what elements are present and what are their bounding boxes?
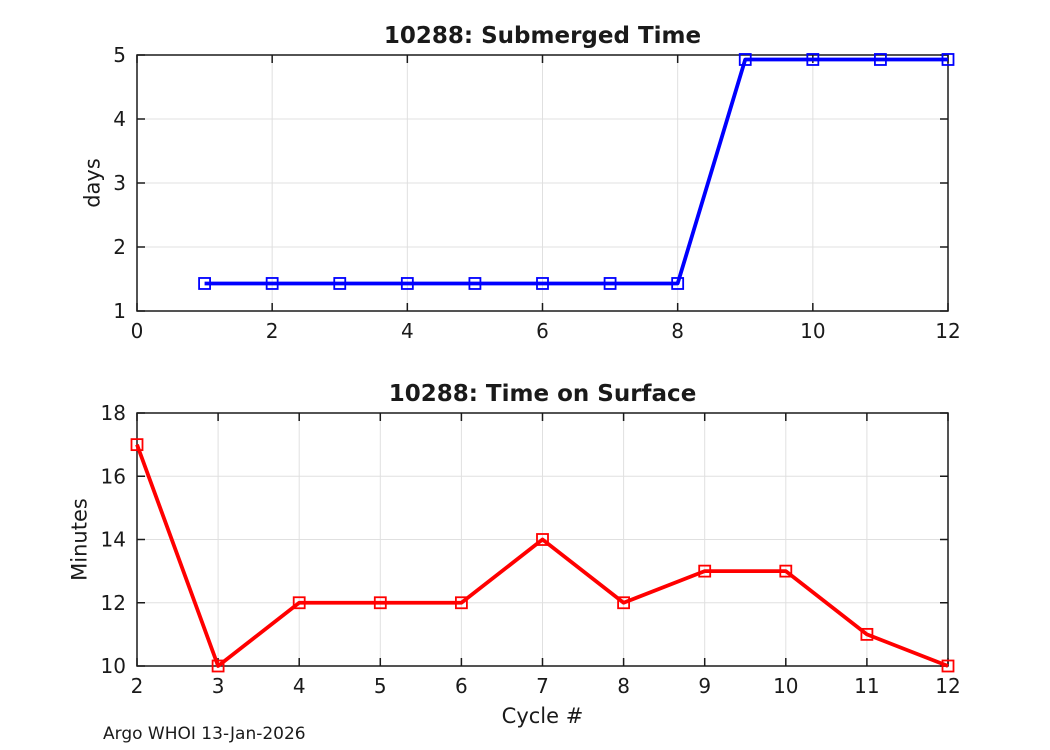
submerged-days-line <box>204 57 948 286</box>
y-tick-label: 18 <box>101 401 126 425</box>
surface-minutes-marker <box>779 564 793 578</box>
plot-title: 10288: Submerged Time <box>384 23 701 49</box>
y-tick-label: 4 <box>113 107 126 131</box>
y-tick-label: 16 <box>101 464 126 488</box>
x-tick-label: 4 <box>293 674 306 698</box>
submerged-days-marker <box>265 277 279 290</box>
x-axis-label: Cycle # <box>502 704 584 728</box>
submerged-days-marker <box>874 53 887 66</box>
y-tick-label: 1 <box>113 299 126 323</box>
surface-minutes-marker <box>860 627 874 641</box>
y-tick-label: 12 <box>101 591 126 615</box>
surface-minutes-marker <box>130 438 144 452</box>
x-tick-label: 9 <box>698 674 711 698</box>
plot-title: 10288: Time on Surface <box>389 381 697 407</box>
x-tick-label: 10 <box>800 319 825 343</box>
submerged-days-marker <box>400 277 414 290</box>
surface-minutes-marker <box>617 596 630 610</box>
time-on-surface-plot: 2 3 4 5 6 7 8 9 10 11 12 10 12 14 16 18 10288: Time on S… <box>68 381 961 728</box>
surface-minutes-marker <box>454 596 468 610</box>
x-tick-label: 7 <box>536 674 549 698</box>
x-tick-label: 3 <box>212 674 225 698</box>
y-tick-label: 3 <box>113 171 126 195</box>
x-tick-label: 8 <box>617 674 630 698</box>
x-tick-label: 10 <box>773 674 798 698</box>
x-tick-label: 4 <box>401 319 414 343</box>
x-tick-label: 6 <box>455 674 468 698</box>
y-tick-label: 14 <box>101 528 126 552</box>
x-tick-label: 12 <box>935 674 960 698</box>
surface-minutes-marker <box>941 659 955 673</box>
x-tick-label: 11 <box>854 674 879 698</box>
y-tick-label: 5 <box>113 43 126 67</box>
submerged-days-marker <box>198 277 211 290</box>
surface-minutes-marker <box>373 596 387 610</box>
x-tick-label: 2 <box>131 674 144 698</box>
surface-minutes-marker <box>211 659 225 673</box>
y-tick-label: 10 <box>101 654 126 678</box>
x-tick-label: 6 <box>536 319 549 343</box>
surface-minutes-marker <box>698 564 712 578</box>
submerged-days-marker <box>941 53 955 66</box>
x-tick-label: 5 <box>374 674 387 698</box>
y-axis-label: days <box>80 158 104 208</box>
surface-minutes-line <box>135 443 949 668</box>
x-tick-label: 8 <box>671 319 684 343</box>
submerged-days-marker <box>536 277 549 290</box>
submerged-days-marker <box>468 277 482 290</box>
annotation-text: Argo WHOI 13-Jan-2026 <box>103 724 306 744</box>
y-axis-label: Minutes <box>68 498 92 581</box>
y-tick-label: 2 <box>113 235 126 259</box>
x-tick-label: 0 <box>131 319 144 343</box>
submerged-days-marker <box>806 53 820 66</box>
submerged-days-marker <box>671 277 685 290</box>
submerged-days-marker <box>603 277 617 290</box>
submerged-days-marker <box>333 277 347 290</box>
x-tick-label: 2 <box>266 319 279 343</box>
submerged-days-marker <box>738 53 752 66</box>
surface-minutes-marker <box>292 596 306 610</box>
surface-minutes-marker <box>536 533 549 546</box>
x-tick-label: 12 <box>935 319 960 343</box>
